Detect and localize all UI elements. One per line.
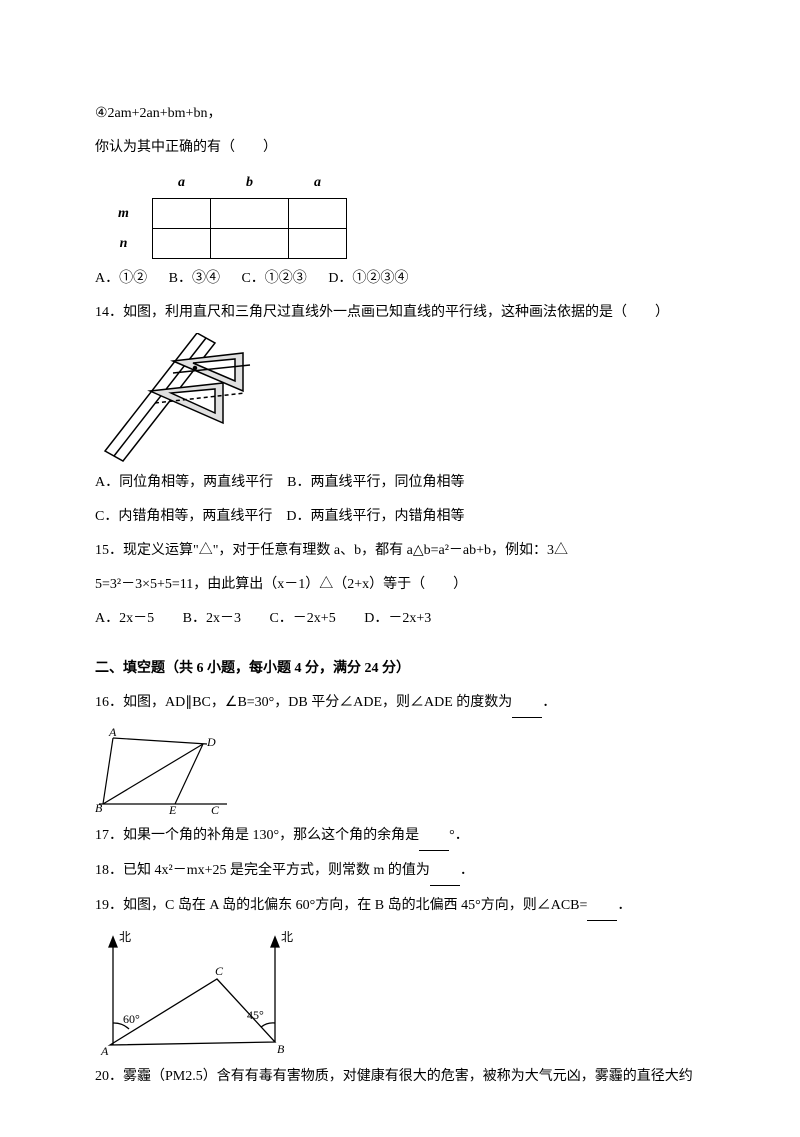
svg-text:C: C (215, 964, 224, 978)
q15-line2: 5=3²－3×5+5=11，由此算出（x－1）△（2+x）等于（ ） (95, 571, 705, 599)
q20-stem: 20．雾霾（PM2.5）含有有毒有害物质，对健康有很大的危害，被称为大气元凶，雾… (95, 1063, 705, 1091)
q18-stem: 18．已知 4x²－mx+25 是完全平方式，则常数 m 的值为 ． (95, 857, 705, 886)
q14-options-row2: C．内错角相等，两直线平行 D．两直线平行，内错角相等 (95, 503, 705, 531)
q15-opt-d: D．－2x+3 (364, 611, 431, 626)
q14-options-row1: A．同位角相等，两直线平行 B．两直线平行，同位角相等 (95, 469, 705, 497)
svg-text:45°: 45° (247, 1008, 264, 1022)
svg-text:A: A (108, 725, 117, 739)
q15-options: A．2x－5 B．2x－3 C．－2x+5 D．－2x+3 (95, 605, 705, 633)
q13-opt-b: B．③④ (169, 271, 220, 286)
q13-options: A．①② B．③④ C．①②③ D．①②③④ (95, 265, 705, 293)
q15-opt-b: B．2x－3 (183, 611, 241, 626)
q13-opt-c: C．①②③ (241, 271, 306, 286)
q14-stem: 14．如图，利用直尺和三角尺过直线外一点画已知直线的平行线，这种画法依据的是（ … (95, 299, 705, 327)
q13-line4: ④2am+2an+bm+bn， (95, 100, 705, 128)
q17-stem: 17．如果一个角的补角是 130°，那么这个角的余角是 °． (95, 822, 705, 851)
q15-opt-c: C．－2x+5 (269, 611, 335, 626)
svg-text:E: E (168, 803, 177, 816)
q14-opt-b: B．两直线平行，同位角相等 (287, 475, 464, 490)
svg-text:D: D (206, 735, 216, 749)
q15-opt-a: A．2x－5 (95, 611, 154, 626)
q13-line5: 你认为其中正确的有（ ） (95, 134, 705, 162)
q16-stem: 16．如图，AD∥BC，∠B=30°，DB 平分∠ADE，则∠ADE 的度数为 … (95, 689, 705, 718)
svg-text:B: B (277, 1042, 285, 1056)
q14-opt-a: A．同位角相等，两直线平行 (95, 475, 273, 490)
svg-text:北: 北 (119, 930, 131, 944)
svg-text:C: C (211, 803, 220, 816)
svg-text:60°: 60° (123, 1012, 140, 1026)
svg-text:A: A (100, 1044, 109, 1057)
svg-text:B: B (95, 801, 103, 815)
q14-opt-c: C．内错角相等，两直线平行 (95, 509, 272, 524)
q14-opt-d: D．两直线平行，内错角相等 (286, 509, 464, 524)
svg-text:北: 北 (281, 930, 293, 944)
q13-opt-d: D．①②③④ (328, 271, 408, 286)
q14-figure (95, 333, 255, 463)
q19-figure: 北 北 A B C 60° 45° (95, 927, 325, 1057)
q19-stem: 19．如图，C 岛在 A 岛的北偏东 60°方向，在 B 岛的北偏西 45°方向… (95, 892, 705, 921)
q13-opt-a: A．①② (95, 271, 147, 286)
q16-figure: A D B E C (95, 724, 245, 816)
q15-line1: 15．现定义运算"△"，对于任意有理数 a、b，都有 a△b=a²－ab+b，例… (95, 537, 705, 565)
section2-heading: 二、填空题（共 6 小题，每小题 4 分，满分 24 分） (95, 655, 705, 683)
grid-figure: a b a m n (95, 168, 347, 259)
